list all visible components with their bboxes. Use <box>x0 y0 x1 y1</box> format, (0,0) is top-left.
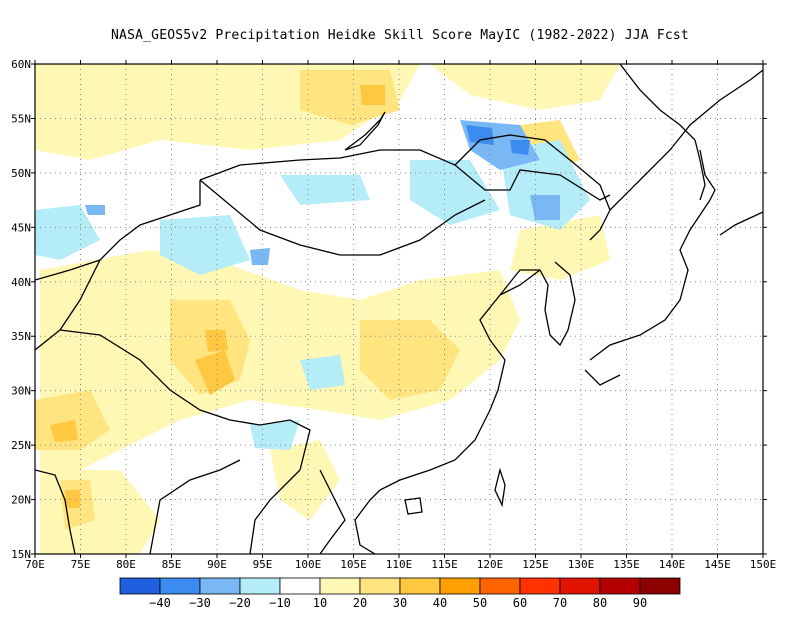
colorbar-swatch <box>559 577 601 595</box>
colorbar-swatch <box>399 577 441 595</box>
colorbar-swatch <box>479 577 521 595</box>
lon-tick-label: 140E <box>659 558 686 571</box>
colorbar-label: −20 <box>229 596 251 610</box>
lon-tick-label: 120E <box>477 558 504 571</box>
colorbar-label: 10 <box>313 596 327 610</box>
colorbar-swatch <box>599 577 641 595</box>
lat-tick-label: 35N <box>11 330 31 343</box>
latitude-axis: 15N 20N 25N 30N 35N 40N 45N 50N 55N 60N <box>11 58 31 561</box>
colorbar-swatch <box>439 577 481 595</box>
colorbar-swatch <box>639 577 681 595</box>
lon-tick-label: 115E <box>431 558 458 571</box>
lon-tick-label: 80E <box>116 558 136 571</box>
colorbar-label: −10 <box>269 596 291 610</box>
colorbar-label: 50 <box>473 596 487 610</box>
colorbar-label: 90 <box>633 596 647 610</box>
colorbar-swatch <box>319 577 361 595</box>
lon-tick-label: 95E <box>253 558 273 571</box>
tick-marks <box>31 60 767 558</box>
lon-tick-label: 135E <box>613 558 640 571</box>
colorbar-swatch <box>359 577 401 595</box>
colorbar-swatch <box>239 577 281 595</box>
colorbar-label: 70 <box>553 596 567 610</box>
lon-tick-label: 85E <box>162 558 182 571</box>
lat-tick-label: 60N <box>11 58 31 71</box>
coastlines <box>35 64 763 554</box>
longitude-axis: 70E 75E 80E 85E 90E 95E 100E 105E 110E 115E 120E 12… <box>25 558 776 571</box>
colorbar-swatch <box>199 577 241 595</box>
lon-tick-label: 150E <box>750 558 777 571</box>
lat-tick-label: 15N <box>11 548 31 561</box>
lat-tick-label: 25N <box>11 439 31 452</box>
colorbar-label: 80 <box>593 596 607 610</box>
colorbar-label: 20 <box>353 596 367 610</box>
lat-tick-label: 55N <box>11 112 31 125</box>
lat-tick-label: 50N <box>11 167 31 180</box>
colorbar-labels: −40 −30 −20 −10 10 20 30 40 50 60 70 80 90 <box>149 596 647 610</box>
colorbar <box>119 577 681 595</box>
colorbar-label: 30 <box>393 596 407 610</box>
lon-tick-label: 105E <box>340 558 367 571</box>
colorbar-swatch <box>119 577 161 595</box>
lon-tick-label: 70E <box>25 558 45 571</box>
lon-tick-label: 90E <box>207 558 227 571</box>
colorbar-swatch <box>159 577 201 595</box>
lat-tick-label: 30N <box>11 385 31 398</box>
colorbar-label: 60 <box>513 596 527 610</box>
lon-tick-label: 130E <box>568 558 595 571</box>
graticule <box>35 64 763 554</box>
map-title: NASA_GEOS5v2 Precipitation Heidke Skill … <box>111 28 689 43</box>
lon-tick-label: 145E <box>704 558 731 571</box>
lat-tick-label: 40N <box>11 276 31 289</box>
lat-tick-label: 45N <box>11 221 31 234</box>
colorbar-label: −40 <box>149 596 171 610</box>
lon-tick-label: 110E <box>386 558 413 571</box>
colorbar-label: 40 <box>433 596 447 610</box>
colorbar-label: −30 <box>189 596 211 610</box>
lon-tick-label: 125E <box>522 558 549 571</box>
colorbar-swatch <box>279 577 321 595</box>
skill-shading <box>35 64 620 554</box>
lon-tick-label: 100E <box>295 558 322 571</box>
colorbar-swatch <box>519 577 561 595</box>
lat-tick-label: 20N <box>11 494 31 507</box>
lon-tick-label: 75E <box>71 558 91 571</box>
